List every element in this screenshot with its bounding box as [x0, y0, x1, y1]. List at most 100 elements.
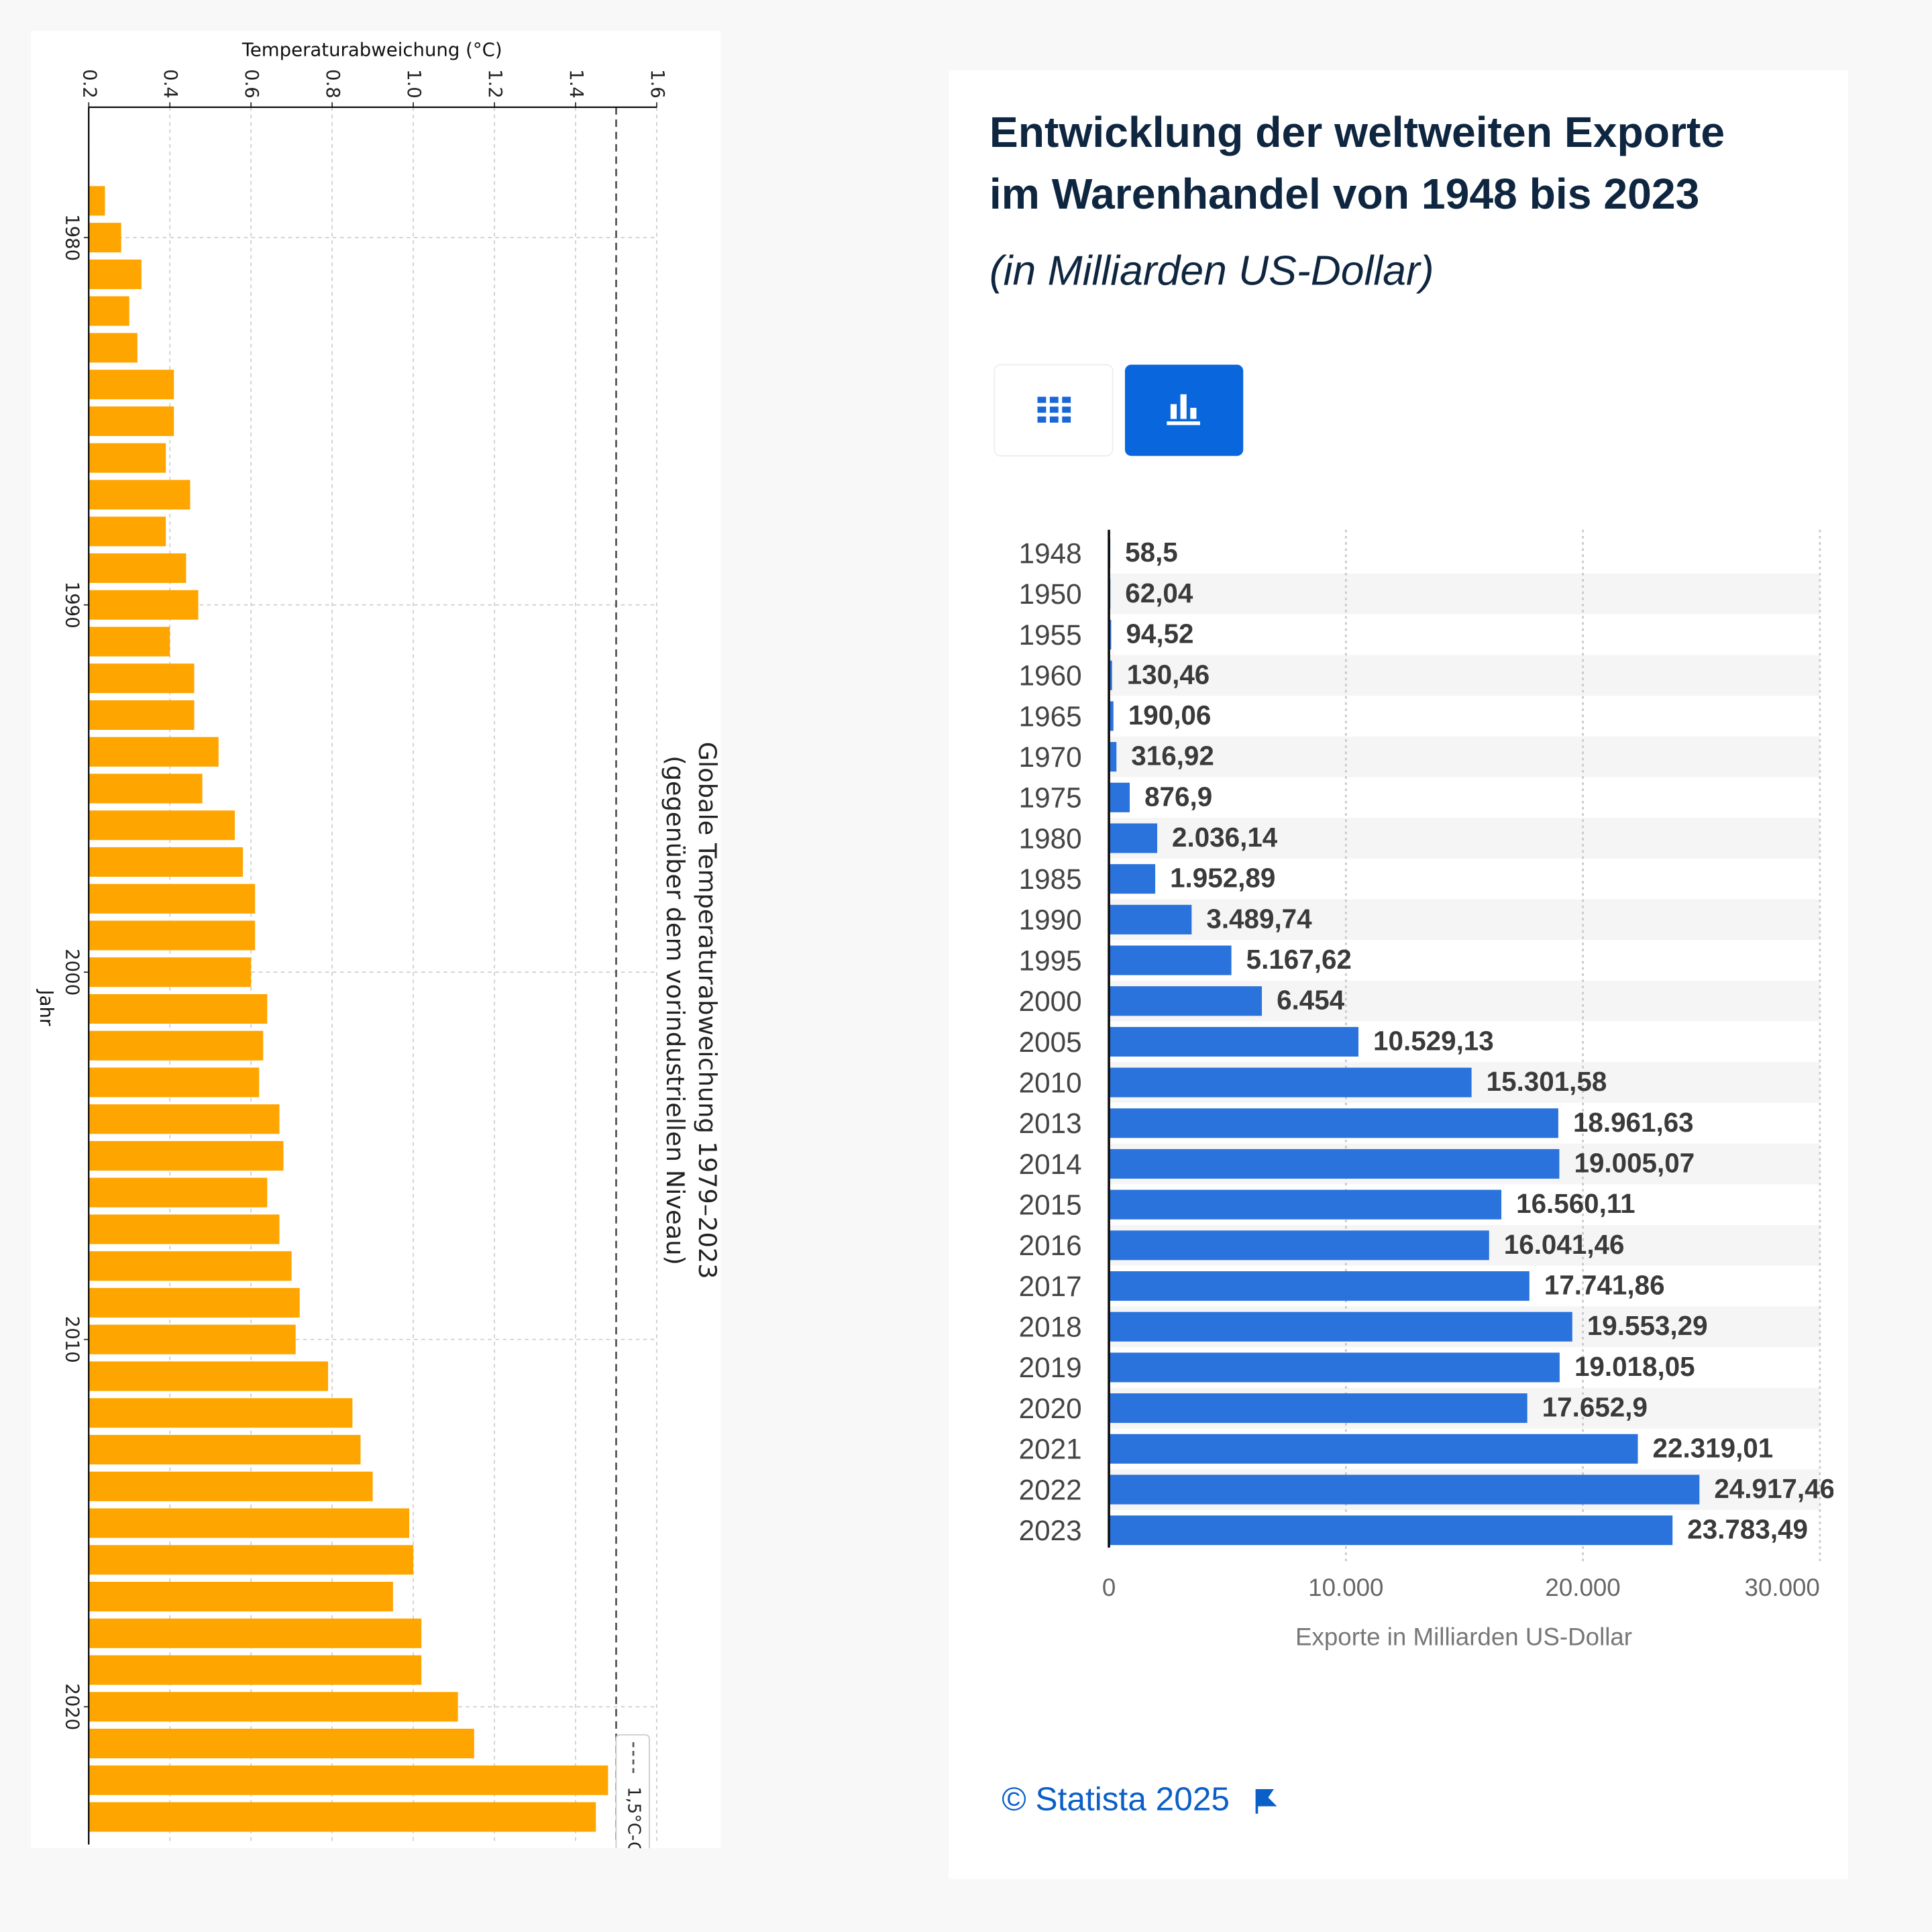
bar: [1109, 1515, 1673, 1546]
category-label: 2022: [1019, 1474, 1082, 1505]
bar: [1109, 945, 1232, 975]
bar: [89, 1765, 608, 1795]
bar: [89, 296, 129, 326]
value-label: 22.319,01: [1653, 1432, 1774, 1463]
bar: [1109, 782, 1130, 812]
bar: [1109, 1352, 1560, 1383]
y-axis-label: Temperaturabweichung (°C): [241, 39, 502, 60]
chart-subtitle: (gegenüber dem vorindustriellen Niveau): [661, 755, 690, 1265]
category-label: 1980: [1019, 822, 1082, 854]
bar: [1109, 1474, 1700, 1505]
bar: [1109, 1067, 1472, 1097]
bar: [89, 1508, 410, 1538]
row-stripe: [1109, 574, 1820, 614]
bar: [1109, 1434, 1638, 1464]
bar: [89, 480, 191, 510]
value-label: 19.005,07: [1574, 1147, 1695, 1178]
x-tick-label: 30.000: [1745, 1574, 1820, 1601]
x-tick-label: 10.000: [1308, 1574, 1383, 1601]
row-stripe: [1109, 655, 1820, 696]
value-label: 316,92: [1131, 741, 1214, 771]
chart-view-button[interactable]: [1124, 364, 1244, 456]
value-label: 19.018,05: [1574, 1351, 1695, 1382]
bar: [89, 1214, 280, 1244]
chart-title-line: im Warenhandel von 1948 bis 2023: [989, 170, 1699, 218]
bar: [89, 1545, 414, 1575]
bar: [89, 443, 166, 473]
value-label: 23.783,49: [1687, 1514, 1808, 1545]
chart-title: Globale Temperaturabweichung 1979–2023: [693, 742, 722, 1279]
bar: [89, 1398, 353, 1428]
bar: [89, 1140, 284, 1171]
category-label: 1965: [1019, 700, 1082, 732]
category-label: 2018: [1019, 1311, 1082, 1343]
source[interactable]: © Statista 2025: [1002, 1780, 1230, 1817]
x-tick-label: 0: [1102, 1574, 1116, 1601]
bar: [89, 847, 244, 877]
category-label: 2021: [1019, 1434, 1082, 1465]
bar: [89, 700, 195, 730]
category-label: 1985: [1019, 863, 1082, 895]
bar: [1109, 701, 1114, 731]
category-label: 2013: [1019, 1108, 1082, 1139]
temperature-chart: 0.2 0.4 0.6 0.8 1.0 1.2 1.4 1.6 1980 1990 2000 2010…: [36, 39, 722, 1902]
value-label: 130,46: [1127, 659, 1210, 690]
value-label: 58,5: [1125, 537, 1178, 568]
bar: [89, 810, 235, 841]
grid-icon: [1037, 396, 1071, 423]
y-tick-label: 0.4: [160, 69, 181, 99]
bar: [89, 1618, 422, 1648]
category-label: 1950: [1019, 578, 1082, 610]
bar: [89, 773, 203, 804]
x-tick-label: 1990: [62, 582, 83, 629]
bar: [89, 553, 186, 583]
value-label: 1.952,89: [1170, 863, 1275, 894]
category-label: 2014: [1019, 1148, 1082, 1180]
bar: [89, 1177, 268, 1208]
y-tick-label: 1.2: [484, 69, 506, 99]
bar: [89, 1728, 474, 1759]
y-tick-label: 0.6: [241, 69, 262, 99]
value-label: 3.489,74: [1206, 903, 1312, 934]
legend-label: 1,5°C-Grenze: [624, 1786, 644, 1902]
bar: [1109, 986, 1263, 1016]
value-label: 16.041,46: [1504, 1229, 1625, 1260]
category-label: 1970: [1019, 741, 1082, 773]
right-card: [949, 70, 1849, 1880]
value-label: 5.167,62: [1246, 944, 1352, 975]
category-label: 2019: [1019, 1352, 1082, 1383]
bar: [89, 883, 256, 914]
value-label: 10.529,13: [1373, 1025, 1494, 1056]
category-label: 1960: [1019, 660, 1082, 692]
value-label: 876,9: [1144, 781, 1212, 812]
bar: [1109, 1311, 1572, 1342]
row-stripe: [1109, 818, 1820, 859]
bar: [89, 1802, 596, 1832]
value-label: 17.652,9: [1542, 1392, 1648, 1423]
x-tick-label: 2010: [62, 1316, 83, 1363]
bar: [1109, 1230, 1489, 1260]
bar: [89, 1434, 361, 1465]
value-label: 17.741,86: [1544, 1270, 1665, 1301]
bar: [1109, 823, 1157, 853]
bar-icon: [1167, 394, 1200, 425]
flag-icon[interactable]: [1255, 1788, 1277, 1814]
bar: [1109, 1148, 1560, 1179]
bar: [89, 1324, 296, 1354]
x-axis-label: Jahr: [36, 989, 57, 1026]
bar: [89, 223, 121, 253]
bar: [1109, 660, 1112, 690]
bar: [89, 994, 268, 1024]
y-tick-label: 1.4: [566, 69, 587, 99]
chart-title-line: Entwicklung der weltweiten Exporte: [989, 108, 1725, 156]
y-tick-label: 0.8: [322, 69, 343, 99]
bar: [89, 920, 256, 951]
value-label: 19.553,29: [1587, 1310, 1708, 1341]
value-label: 15.301,58: [1487, 1066, 1607, 1097]
x-tick-label: 1980: [62, 214, 83, 261]
y-tick-label: 0.2: [78, 69, 100, 99]
row-stripe: [1109, 736, 1820, 777]
bar: [1109, 1189, 1502, 1220]
y-tick-label: 1.6: [647, 69, 668, 99]
table-view-button[interactable]: [994, 364, 1114, 457]
